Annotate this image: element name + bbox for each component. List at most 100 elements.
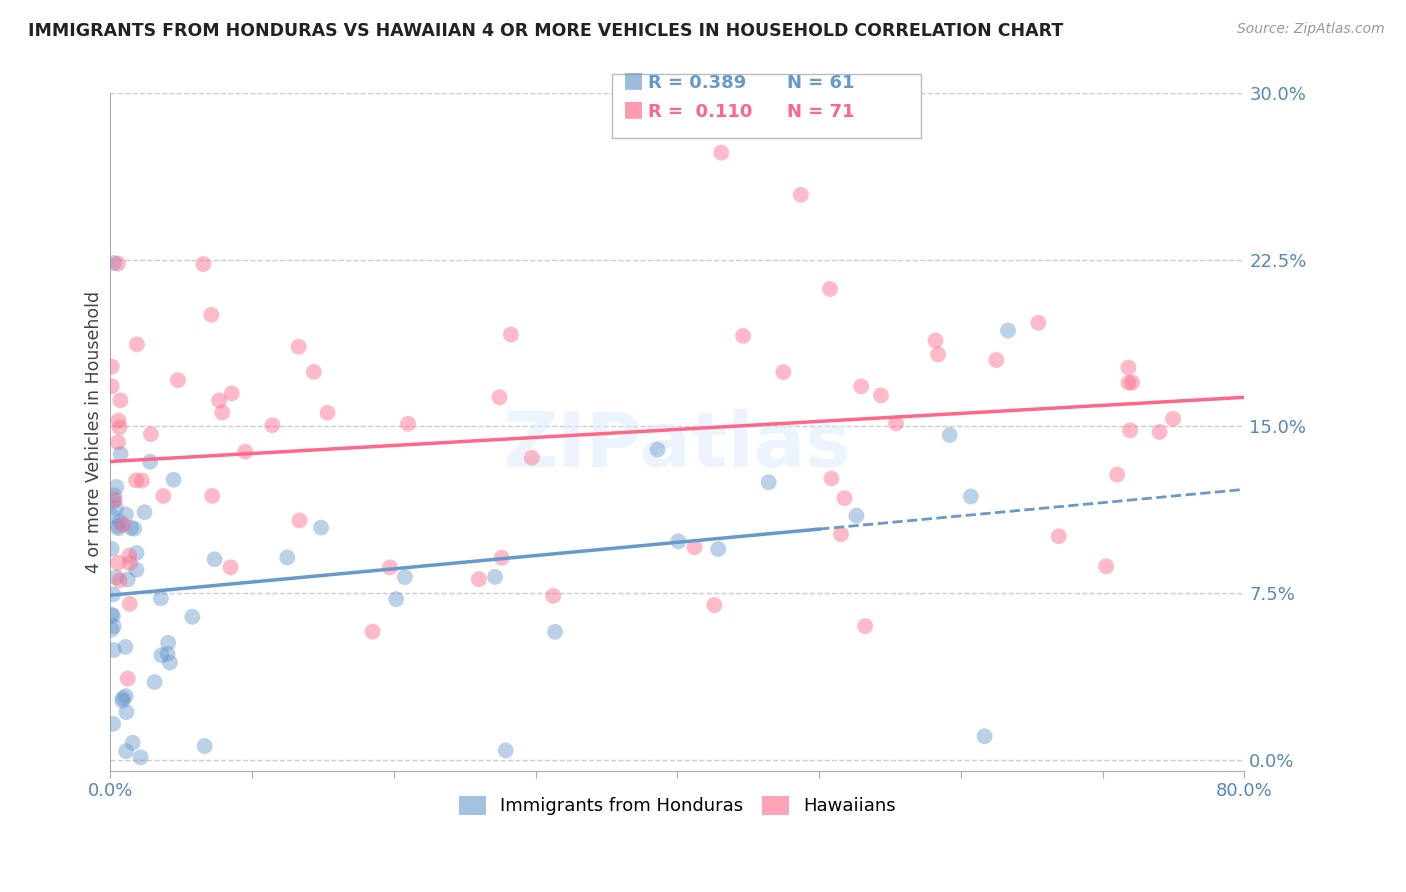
Point — [927, 347, 949, 361]
Point — [101, 587, 124, 601]
Point — [1047, 529, 1070, 543]
Point — [647, 442, 669, 457]
Text: R = 0.389: R = 0.389 — [648, 74, 747, 92]
Text: Source: ZipAtlas.com: Source: ZipAtlas.com — [1237, 22, 1385, 37]
Point — [150, 648, 173, 663]
Point — [111, 694, 134, 708]
Point — [884, 417, 907, 431]
Point — [204, 552, 226, 566]
Point — [100, 359, 122, 374]
Point — [101, 609, 124, 624]
Point — [495, 743, 517, 757]
Point — [122, 522, 145, 536]
Point — [110, 393, 132, 408]
Point — [129, 750, 152, 764]
Point — [108, 574, 131, 588]
Point — [125, 337, 148, 351]
Point — [149, 591, 172, 606]
Point — [973, 729, 995, 743]
Point — [104, 493, 127, 508]
Point — [118, 556, 141, 570]
Point — [544, 624, 567, 639]
Point — [103, 643, 125, 657]
Point — [262, 418, 284, 433]
Point — [361, 624, 384, 639]
Point — [302, 365, 325, 379]
Point — [1107, 467, 1129, 482]
Point — [143, 675, 166, 690]
Point — [219, 560, 242, 574]
Point — [396, 417, 419, 431]
Point — [134, 505, 156, 519]
Point — [924, 334, 946, 348]
Point — [118, 549, 141, 563]
Point — [1149, 425, 1171, 439]
Text: ■: ■ — [623, 99, 644, 119]
Point — [851, 379, 873, 393]
Point — [101, 716, 124, 731]
Point — [107, 413, 129, 427]
Point — [845, 508, 868, 523]
Point — [125, 473, 148, 487]
Point — [105, 480, 128, 494]
Point — [103, 619, 125, 633]
Point — [118, 597, 141, 611]
Point — [114, 640, 136, 654]
Point — [107, 435, 129, 450]
Point — [139, 427, 162, 442]
Point — [520, 450, 543, 465]
Point — [105, 570, 128, 584]
Point — [790, 187, 813, 202]
Point — [107, 519, 129, 533]
Point — [703, 598, 725, 612]
Point — [287, 340, 309, 354]
Point — [100, 607, 122, 622]
Point — [468, 572, 491, 586]
Point — [316, 406, 339, 420]
Point — [1118, 360, 1140, 375]
Point — [115, 744, 138, 758]
Point — [162, 473, 184, 487]
Point — [830, 527, 852, 541]
Point — [108, 420, 131, 434]
Point — [159, 656, 181, 670]
Point — [139, 455, 162, 469]
Point — [820, 120, 842, 134]
Y-axis label: 4 or more Vehicles in Household: 4 or more Vehicles in Household — [86, 291, 103, 573]
Point — [114, 689, 136, 703]
Point — [103, 494, 125, 508]
Point — [152, 489, 174, 503]
Legend: Immigrants from Honduras, Hawaiians: Immigrants from Honduras, Hawaiians — [451, 789, 903, 822]
Point — [100, 379, 122, 393]
Point — [117, 672, 139, 686]
Point — [117, 573, 139, 587]
Point — [103, 256, 125, 270]
Text: ■: ■ — [623, 70, 644, 90]
Point — [683, 540, 706, 554]
Point — [276, 550, 298, 565]
Point — [233, 444, 256, 458]
Point — [100, 508, 122, 523]
Point — [997, 324, 1019, 338]
Point — [758, 475, 780, 490]
Point — [156, 647, 179, 661]
Point — [110, 447, 132, 461]
Point — [666, 534, 689, 549]
Point — [107, 256, 129, 270]
Point — [108, 515, 131, 529]
Text: N = 61: N = 61 — [787, 74, 855, 92]
Point — [1095, 559, 1118, 574]
Point — [1121, 376, 1143, 390]
Point — [107, 556, 129, 570]
Point — [115, 705, 138, 719]
Point — [181, 609, 204, 624]
Point — [818, 282, 841, 296]
Point — [834, 491, 856, 505]
Point — [107, 521, 129, 535]
Point — [201, 489, 224, 503]
Point — [194, 739, 217, 753]
Point — [193, 257, 215, 271]
Point — [103, 488, 125, 502]
Point — [211, 406, 233, 420]
Point — [491, 550, 513, 565]
